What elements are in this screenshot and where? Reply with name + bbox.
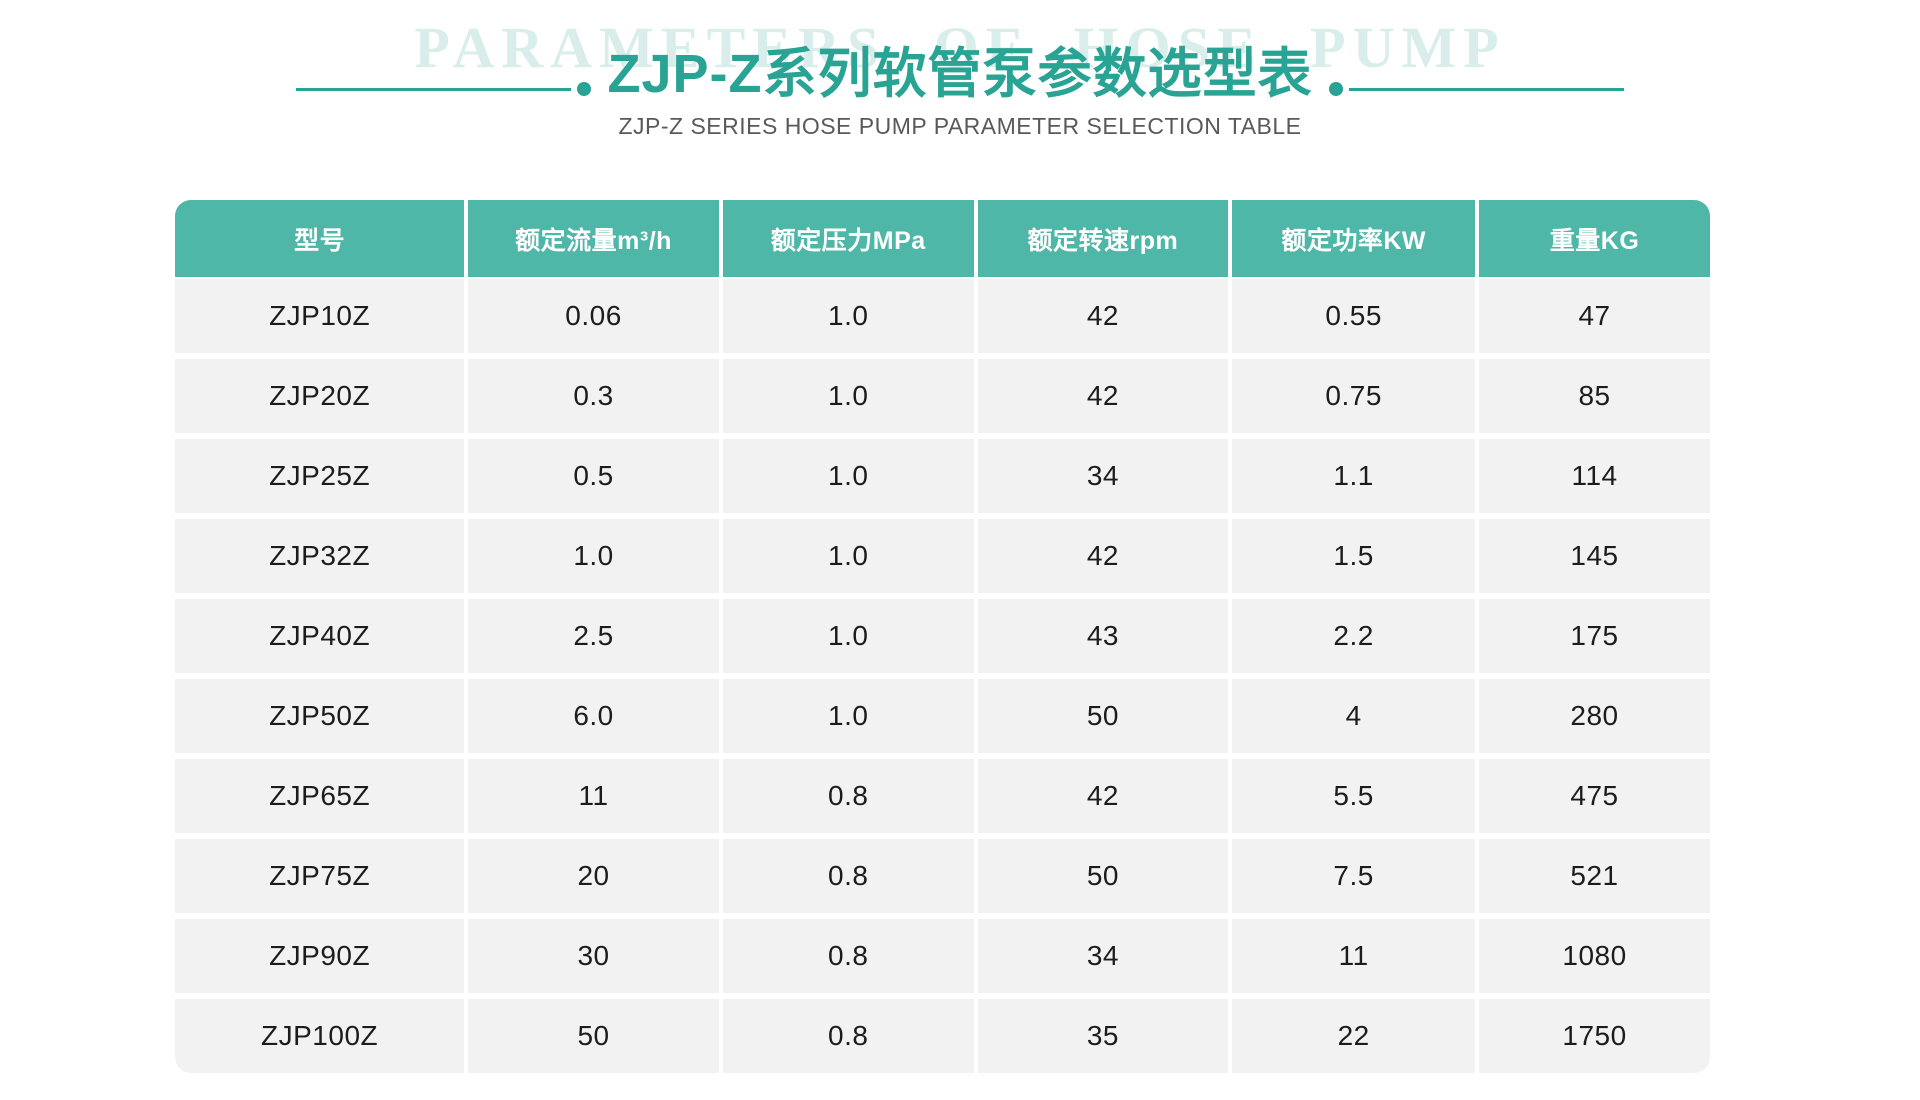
title-dot-left-icon [577, 82, 592, 97]
table-cell: 42 [977, 279, 1229, 353]
table-cell: 50 [468, 999, 719, 1073]
table-cell: 1.0 [722, 359, 974, 433]
table-cell: 6.0 [468, 679, 719, 753]
table-cell: 0.8 [722, 759, 974, 833]
column-header: 额定压力MPa [722, 200, 974, 277]
table-cell: 280 [1479, 679, 1710, 753]
table-cell: 50 [977, 839, 1229, 913]
table-cell: 2.2 [1232, 599, 1476, 673]
column-header: 额定转速rpm [977, 200, 1229, 277]
table-cell: 1.5 [1232, 519, 1476, 593]
table-cell: 5.5 [1232, 759, 1476, 833]
table-cell: 175 [1479, 599, 1710, 673]
table-cell: ZJP100Z [175, 999, 465, 1073]
table-cell: 1080 [1479, 919, 1710, 993]
table-cell: 47 [1479, 279, 1710, 353]
table-cell: 1.0 [722, 519, 974, 593]
table-header-row: 型号 额定流量m³/h 额定压力MPa 额定转速rpm 额定功率KW 重量KG [175, 200, 1710, 277]
column-header: 额定流量m³/h [468, 200, 719, 277]
page-subtitle: ZJP-Z SERIES HOSE PUMP PARAMETER SELECTI… [618, 113, 1302, 140]
parameter-table: 型号 额定流量m³/h 额定压力MPa 额定转速rpm 额定功率KW 重量KG ZJP10… [175, 200, 1710, 1073]
table-cell: ZJP32Z [175, 519, 465, 593]
page-header: PARAMETERS OF HOSE PUMP ZJP-Z系列软管泵参数选型表 … [0, 0, 1920, 143]
table-cell: 114 [1479, 439, 1710, 513]
table-cell: 0.8 [722, 919, 974, 993]
table-cell: 30 [468, 919, 719, 993]
table-row: ZJP100Z 50 0.8 35 22 1750 [175, 999, 1710, 1073]
title-dot-right-icon [1328, 82, 1343, 97]
table-cell: ZJP20Z [175, 359, 465, 433]
table-cell: 42 [977, 359, 1229, 433]
table-cell: 475 [1479, 759, 1710, 833]
table-cell: 1.0 [722, 679, 974, 753]
table-row: ZJP40Z 2.5 1.0 43 2.2 175 [175, 599, 1710, 673]
table-cell: 1.1 [1232, 439, 1476, 513]
table-cell: 1.0 [722, 279, 974, 353]
table-cell: 1.0 [722, 439, 974, 513]
column-header: 重量KG [1479, 200, 1710, 277]
table-cell: 0.75 [1232, 359, 1476, 433]
watermark-text: PARAMETERS OF HOSE PUMP [414, 15, 1506, 80]
title-rule-left [296, 87, 572, 91]
table-row: ZJP25Z 0.5 1.0 34 1.1 114 [175, 439, 1710, 513]
table-cell: 0.8 [722, 839, 974, 913]
table-row: ZJP20Z 0.3 1.0 42 0.75 85 [175, 359, 1710, 433]
table-cell: ZJP90Z [175, 919, 465, 993]
table-cell: 34 [977, 919, 1229, 993]
table-cell: 85 [1479, 359, 1710, 433]
title-decoration-right [1328, 82, 1624, 97]
column-header: 额定功率KW [1232, 200, 1476, 277]
table-cell: 34 [977, 439, 1229, 513]
title-decoration-left [296, 82, 592, 97]
table-cell: 1750 [1479, 999, 1710, 1073]
table-cell: 1.0 [468, 519, 719, 593]
table-cell: 0.8 [722, 999, 974, 1073]
table-cell: 11 [468, 759, 719, 833]
table-cell: ZJP40Z [175, 599, 465, 673]
table-row: ZJP50Z 6.0 1.0 50 4 280 [175, 679, 1710, 753]
table-cell: 35 [977, 999, 1229, 1073]
table-cell: ZJP65Z [175, 759, 465, 833]
title-row: ZJP-Z系列软管泵参数选型表 [0, 0, 1920, 104]
table-cell: 7.5 [1232, 839, 1476, 913]
table-cell: 1.0 [722, 599, 974, 673]
table-cell: ZJP10Z [175, 279, 465, 353]
table-cell: 22 [1232, 999, 1476, 1073]
table-body: ZJP10Z 0.06 1.0 42 0.55 47 ZJP20Z 0.3 1.0 42 0.75 8… [175, 279, 1710, 1073]
table-row: ZJP10Z 0.06 1.0 42 0.55 47 [175, 279, 1710, 353]
page-title: ZJP-Z系列软管泵参数选型表 [607, 44, 1313, 104]
title-rule-right [1348, 87, 1624, 91]
table-cell: 43 [977, 599, 1229, 673]
table-cell: 50 [977, 679, 1229, 753]
table-cell: ZJP25Z [175, 439, 465, 513]
table-cell: 42 [977, 519, 1229, 593]
table-cell: 11 [1232, 919, 1476, 993]
column-header: 型号 [175, 200, 465, 277]
table-row: ZJP65Z 11 0.8 42 5.5 475 [175, 759, 1710, 833]
table-row: ZJP75Z 20 0.8 50 7.5 521 [175, 839, 1710, 913]
table-cell: 20 [468, 839, 719, 913]
table-cell: 0.5 [468, 439, 719, 513]
table-cell: ZJP75Z [175, 839, 465, 913]
table-cell: 0.06 [468, 279, 719, 353]
table-cell: 145 [1479, 519, 1710, 593]
table-row: ZJP90Z 30 0.8 34 11 1080 [175, 919, 1710, 993]
table-row: ZJP32Z 1.0 1.0 42 1.5 145 [175, 519, 1710, 593]
table-cell: 0.3 [468, 359, 719, 433]
table-cell: ZJP50Z [175, 679, 465, 753]
table-cell: 521 [1479, 839, 1710, 913]
table-cell: 2.5 [468, 599, 719, 673]
table-cell: 0.55 [1232, 279, 1476, 353]
table-cell: 4 [1232, 679, 1476, 753]
table-cell: 42 [977, 759, 1229, 833]
